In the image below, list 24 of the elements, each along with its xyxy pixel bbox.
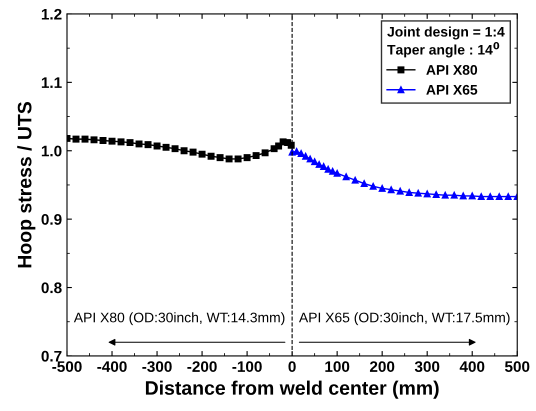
annotation: API X80 (OD:30inch, WT:14.3mm) — [74, 312, 284, 326]
legend-label: API X80 — [426, 65, 478, 75]
x-tick-label: 400 — [460, 361, 484, 372]
y-tick-label: 0.7 — [42, 350, 62, 362]
x-axis-title: Distance from weld center (mm) — [146, 380, 439, 399]
x-tick-label: -300 — [142, 361, 172, 372]
annotation: API X65 (OD:30inch, WT:17.5mm) — [298, 312, 510, 326]
x-tick-label: -400 — [97, 361, 127, 372]
y-tick-label: 1.0 — [42, 146, 62, 156]
legend-label: API X65 — [426, 84, 478, 95]
y-tick-label: 1.2 — [42, 8, 62, 20]
x-tick-label: 300 — [414, 361, 440, 372]
x-tick-label: 100 — [325, 361, 350, 372]
x-tick-label: 200 — [370, 361, 394, 372]
y-axis-title: Hoop stress / UTS — [17, 102, 36, 268]
x-tick-label: -200 — [187, 361, 217, 372]
x-tick-label: -500 — [52, 361, 82, 372]
x-tick-label: 500 — [504, 361, 530, 372]
x-tick-label: -100 — [232, 361, 262, 372]
y-tick-label: 1.1 — [42, 77, 62, 88]
y-tick-label: 0.8 — [42, 282, 62, 294]
x-tick-label: 0 — [288, 361, 296, 372]
legend-title: Joint design = 1:4 Taper angle : 14$^{0}$ — [387, 26, 505, 58]
y-tick-label: 0.9 — [42, 214, 62, 225]
